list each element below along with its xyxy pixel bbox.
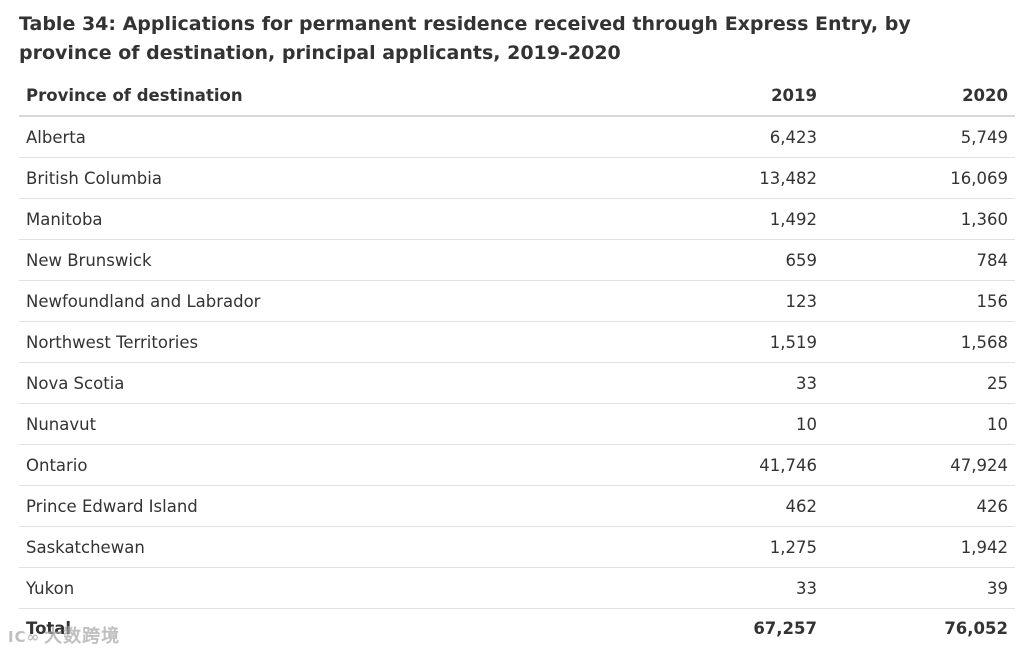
value-2019-cell: 13,482 bbox=[633, 157, 824, 199]
value-2019-cell: 1,519 bbox=[633, 321, 824, 363]
table-row: New Brunswick 659 784 bbox=[19, 239, 1015, 281]
total-row: Total 67,257 76,052 bbox=[19, 609, 1015, 648]
province-cell: Ontario bbox=[19, 444, 633, 486]
watermark: IC∞ 大数跨境 bbox=[8, 622, 120, 648]
table-row: Prince Edward Island 462 426 bbox=[19, 485, 1015, 527]
value-2019-cell: 659 bbox=[633, 239, 824, 281]
table-row: British Columbia 13,482 16,069 bbox=[19, 157, 1015, 199]
province-cell: Nunavut bbox=[19, 403, 633, 445]
value-2020-cell: 5,749 bbox=[824, 116, 1015, 158]
province-cell: Yukon bbox=[19, 567, 633, 609]
province-cell: Northwest Territories bbox=[19, 321, 633, 363]
value-2019-cell: 1,492 bbox=[633, 198, 824, 240]
value-2019-cell: 1,275 bbox=[633, 526, 824, 568]
province-cell: Prince Edward Island bbox=[19, 485, 633, 527]
province-cell: Manitoba bbox=[19, 198, 633, 240]
province-cell: Alberta bbox=[19, 116, 633, 158]
value-2020-cell: 1,942 bbox=[824, 526, 1015, 568]
table-row: Ontario 41,746 47,924 bbox=[19, 444, 1015, 486]
value-2019-cell: 123 bbox=[633, 280, 824, 322]
value-2020-cell: 25 bbox=[824, 362, 1015, 404]
table-row: Northwest Territories 1,519 1,568 bbox=[19, 321, 1015, 363]
province-cell: Saskatchewan bbox=[19, 526, 633, 568]
table-row: Saskatchewan 1,275 1,942 bbox=[19, 526, 1015, 568]
value-2019-cell: 462 bbox=[633, 485, 824, 527]
value-2020-cell: 39 bbox=[824, 567, 1015, 609]
province-cell: Newfoundland and Labrador bbox=[19, 280, 633, 322]
province-cell: Nova Scotia bbox=[19, 362, 633, 404]
value-2019-cell: 33 bbox=[633, 362, 824, 404]
value-2020-cell: 47,924 bbox=[824, 444, 1015, 486]
value-2020-cell: 10 bbox=[824, 403, 1015, 445]
province-cell: New Brunswick bbox=[19, 239, 633, 281]
value-2020-cell: 156 bbox=[824, 280, 1015, 322]
value-2019-cell: 33 bbox=[633, 567, 824, 609]
value-2019-cell: 10 bbox=[633, 403, 824, 445]
value-2020-cell: 426 bbox=[824, 485, 1015, 527]
value-2019-cell: 6,423 bbox=[633, 116, 824, 158]
value-2020-cell: 16,069 bbox=[824, 157, 1015, 199]
table-title: Table 34: Applications for permanent res… bbox=[19, 13, 911, 64]
table-row: Nova Scotia 33 25 bbox=[19, 362, 1015, 404]
header-row: Province of destination 2019 2020 bbox=[19, 75, 1015, 117]
table-row: Manitoba 1,492 1,360 bbox=[19, 198, 1015, 240]
watermark-logo-icon: IC∞ bbox=[8, 628, 41, 646]
table-row: Yukon 33 39 bbox=[19, 567, 1015, 609]
value-2020-cell: 784 bbox=[824, 239, 1015, 281]
table-row: Nunavut 10 10 bbox=[19, 403, 1015, 445]
value-2019-cell: 41,746 bbox=[633, 444, 824, 486]
value-2020-cell: 1,360 bbox=[824, 198, 1015, 240]
total-2020: 76,052 bbox=[944, 618, 1008, 638]
table-row: Newfoundland and Labrador 123 156 bbox=[19, 280, 1015, 322]
column-header-2020: 2020 bbox=[824, 75, 1015, 117]
province-cell: British Columbia bbox=[19, 157, 633, 199]
data-table: Province of destination 2019 2020 Albert… bbox=[19, 75, 1015, 647]
total-2019: 67,257 bbox=[753, 618, 817, 638]
total-label: Total bbox=[26, 618, 72, 638]
column-header-province: Province of destination bbox=[19, 75, 633, 117]
value-2020-cell: 1,568 bbox=[824, 321, 1015, 363]
watermark-text: 大数跨境 bbox=[44, 626, 121, 647]
table-row: Alberta 6,423 5,749 bbox=[19, 116, 1015, 158]
column-header-2019: 2019 bbox=[633, 75, 824, 117]
